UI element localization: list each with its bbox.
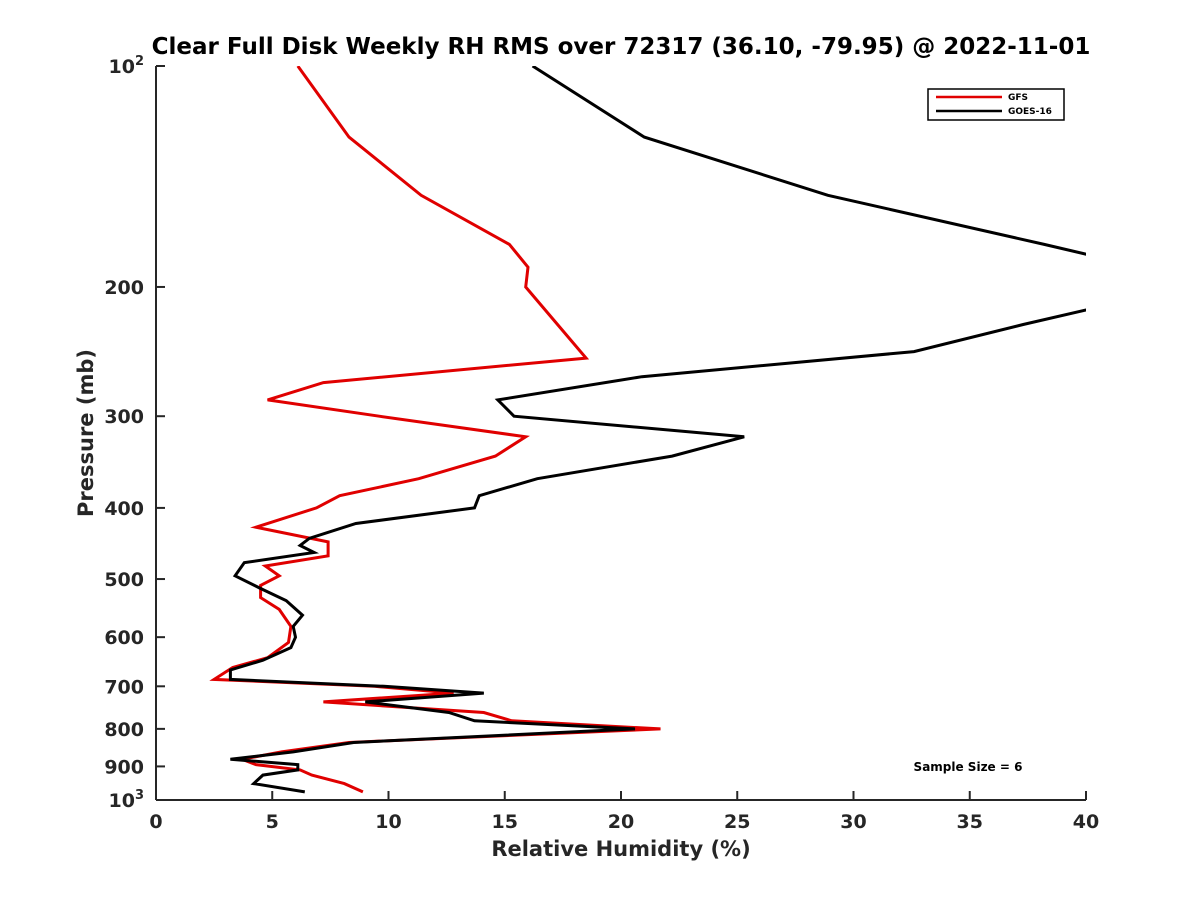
legend-label-gfs: GFS <box>1008 93 1028 103</box>
y-tick-label: 103 <box>109 788 145 812</box>
y-tick-label: 500 <box>104 569 144 591</box>
y-tick-label: 300 <box>104 406 144 428</box>
y-tick-label: 600 <box>104 627 144 649</box>
x-tick-label: 5 <box>266 811 279 833</box>
series-layer <box>209 66 1086 794</box>
y-tick-label: 900 <box>104 756 144 778</box>
series-line-goes-16 <box>228 66 1086 794</box>
legend-label-goes-16: GOES-16 <box>1008 107 1052 117</box>
x-tick-label: 10 <box>375 811 401 833</box>
sample-size-annotation: Sample Size = 6 <box>914 760 1023 774</box>
chart-title: Clear Full Disk Weekly RH RMS over 72317… <box>152 34 1091 60</box>
y-tick-label: 400 <box>104 498 144 520</box>
legend: GFS GOES-16 <box>927 88 1065 121</box>
x-axis-label: Relative Humidity (%) <box>491 837 750 861</box>
x-tick-label: 20 <box>608 811 634 833</box>
y-tick-label: 700 <box>104 676 144 698</box>
y-axis-label: Pressure (mb) <box>74 349 98 517</box>
y-tick-label: 102 <box>109 54 145 78</box>
legend-box <box>927 88 1065 121</box>
y-tick-label: 200 <box>104 277 144 299</box>
x-tick-label: 25 <box>724 811 750 833</box>
x-tick-label: 15 <box>492 811 518 833</box>
x-tick-label: 35 <box>957 811 983 833</box>
x-tick-label: 40 <box>1073 811 1099 833</box>
y-tick-label: 800 <box>104 719 144 741</box>
axes-layer: 0 5 10 15 20 25 30 35 40 102 200 300 400 500 600 700 800… <box>104 54 1099 833</box>
x-tick-label: 30 <box>840 811 866 833</box>
legend-items: GFS GOES-16 <box>936 93 1052 117</box>
x-tick-label: 0 <box>149 811 162 833</box>
